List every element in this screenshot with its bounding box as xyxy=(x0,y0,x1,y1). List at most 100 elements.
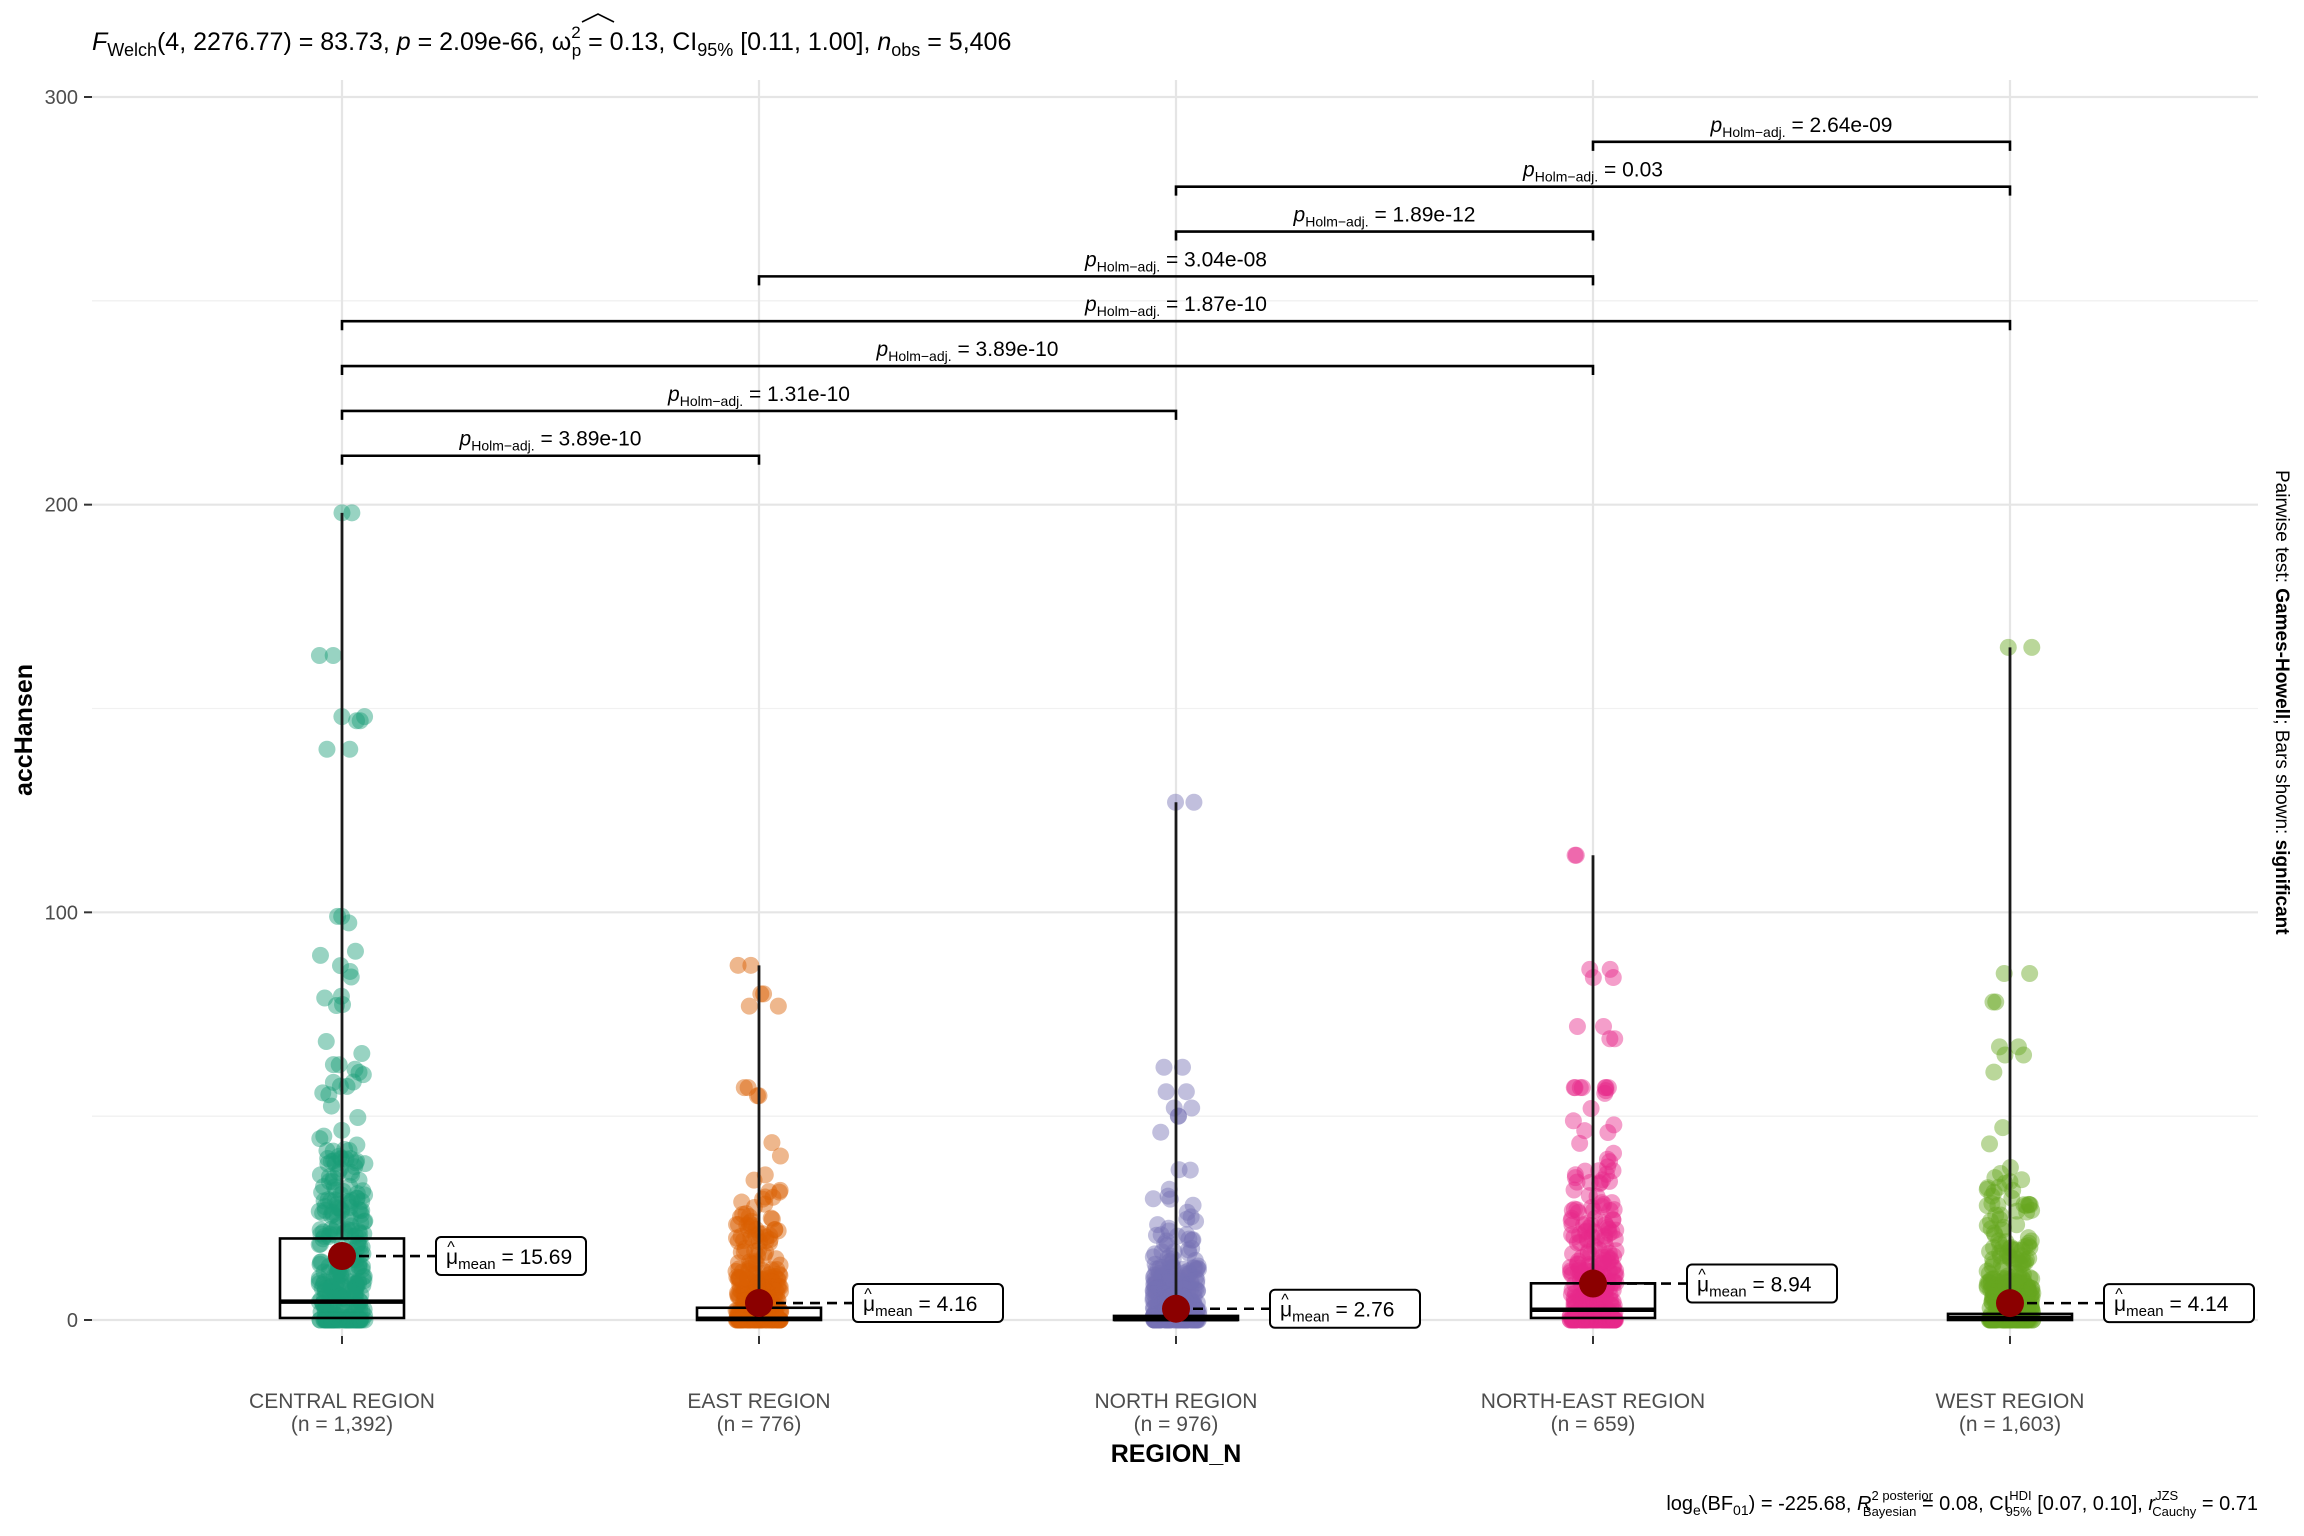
data-point xyxy=(731,1270,749,1288)
hat-accent: ^ xyxy=(447,1239,455,1256)
data-point xyxy=(1145,1271,1163,1289)
data-point xyxy=(1982,1274,2000,1292)
data-point xyxy=(1577,1222,1595,1240)
data-point xyxy=(2015,1274,2033,1292)
data-point xyxy=(356,1186,374,1204)
data-point xyxy=(744,1231,762,1249)
data-point xyxy=(731,1208,749,1226)
data-point xyxy=(1180,1262,1198,1280)
data-point xyxy=(727,1262,745,1280)
data-point xyxy=(341,962,359,980)
data-point xyxy=(1984,993,2002,1011)
data-point xyxy=(333,1311,351,1329)
data-point xyxy=(735,1232,753,1250)
comparison-bar xyxy=(1591,140,2012,151)
data-point xyxy=(348,1311,366,1329)
data-point xyxy=(742,1218,760,1236)
data-point xyxy=(1161,1190,1179,1208)
data-point xyxy=(326,1283,344,1301)
data-point xyxy=(1978,1278,1996,1296)
data-point xyxy=(1601,1311,1619,1329)
data-point xyxy=(1148,1273,1166,1291)
data-point xyxy=(1596,1079,1614,1097)
data-point xyxy=(740,1208,758,1226)
data-point xyxy=(1576,1223,1594,1241)
data-point xyxy=(1153,1267,1171,1285)
data-point xyxy=(1604,969,1622,987)
data-point xyxy=(311,1311,329,1329)
data-point xyxy=(1589,1311,1607,1329)
data-point xyxy=(1572,1311,1590,1329)
data-point xyxy=(1581,1311,1599,1329)
data-point xyxy=(324,1056,342,1074)
data-point xyxy=(2009,1274,2027,1292)
data-point xyxy=(316,1282,334,1300)
data-point xyxy=(1188,1259,1206,1277)
data-point xyxy=(330,1056,348,1074)
data-point xyxy=(1571,1079,1589,1097)
data-point xyxy=(2020,1234,2038,1252)
data-point xyxy=(741,1253,759,1271)
data-point xyxy=(761,1227,779,1245)
data-point xyxy=(311,1255,329,1273)
data-point xyxy=(1978,1216,1996,1234)
data-point xyxy=(2024,1284,2042,1302)
data-point xyxy=(731,1301,749,1319)
data-point xyxy=(1149,1278,1167,1296)
comparison-label: pHolm−adj. = 1.87e-10 xyxy=(1084,293,1267,319)
data-point xyxy=(1157,1083,1175,1101)
x-tick-label: EAST REGION xyxy=(687,1390,830,1413)
data-point xyxy=(336,1311,354,1329)
data-point xyxy=(1144,1299,1162,1317)
data-point xyxy=(1563,1311,1581,1329)
data-point xyxy=(1160,1269,1178,1287)
data-point xyxy=(1154,1259,1172,1277)
data-point xyxy=(316,1280,334,1298)
data-point xyxy=(1190,1260,1208,1278)
data-point xyxy=(1601,1172,1619,1190)
data-point xyxy=(1185,1259,1203,1277)
data-point xyxy=(1979,1179,1997,1197)
data-point xyxy=(2015,1046,2033,1064)
data-point xyxy=(1578,1311,1596,1329)
data-point xyxy=(2023,1289,2041,1307)
data-point xyxy=(1607,1221,1625,1239)
data-point xyxy=(729,956,747,974)
data-point xyxy=(1597,1082,1615,1100)
data-point xyxy=(1563,1311,1581,1329)
data-point xyxy=(729,1232,747,1250)
data-point xyxy=(329,907,347,925)
data-point xyxy=(1990,1232,2008,1250)
data-point xyxy=(1573,1311,1591,1329)
data-point xyxy=(1598,1311,1616,1329)
data-point xyxy=(347,1311,365,1329)
data-point xyxy=(740,1220,758,1238)
data-point xyxy=(1144,1248,1162,1266)
data-point xyxy=(736,1239,754,1257)
data-point xyxy=(1588,1311,1606,1329)
comparison-label: pHolm−adj. = 3.89e-10 xyxy=(459,428,642,454)
data-point xyxy=(324,1206,342,1224)
data-point xyxy=(354,1268,372,1286)
data-point xyxy=(324,1311,342,1329)
data-point xyxy=(325,1283,343,1301)
data-point xyxy=(770,1183,788,1201)
data-point xyxy=(1596,1227,1614,1245)
data-point xyxy=(342,1150,360,1168)
data-point xyxy=(729,1270,747,1288)
data-point xyxy=(738,1269,756,1287)
data-point xyxy=(339,1311,357,1329)
data-point xyxy=(1600,1262,1618,1280)
data-point xyxy=(1569,1203,1587,1221)
data-point xyxy=(311,946,329,964)
data-point xyxy=(1144,1291,1162,1309)
data-point xyxy=(2003,1189,2021,1207)
data-point xyxy=(2019,1278,2037,1296)
data-point xyxy=(1592,1311,1610,1329)
data-point xyxy=(324,1311,342,1329)
data-point xyxy=(1585,1237,1603,1255)
data-point xyxy=(315,1263,333,1281)
data-point xyxy=(763,1134,781,1152)
data-point xyxy=(1605,1144,1623,1162)
data-point xyxy=(740,1262,758,1280)
